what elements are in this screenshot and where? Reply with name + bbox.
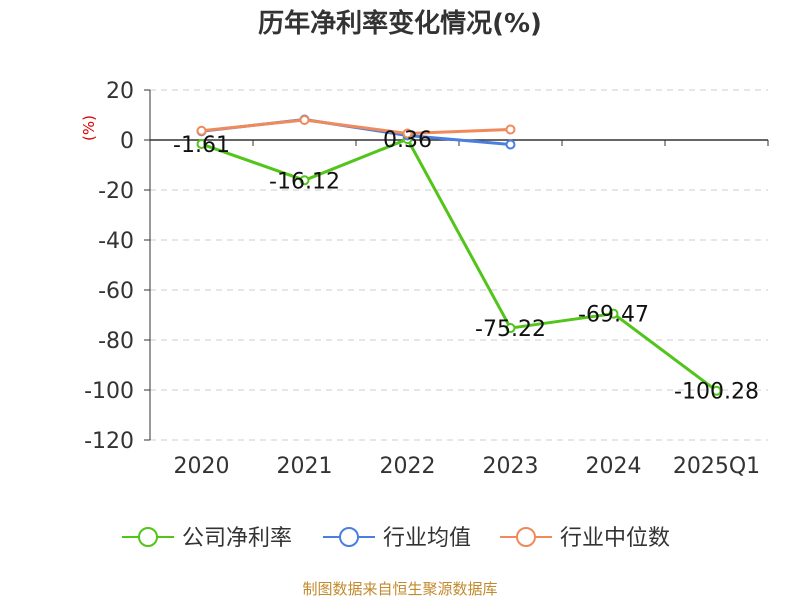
data-point	[608, 308, 619, 319]
series-group	[196, 114, 722, 396]
legend-item[interactable]: 行业均值	[323, 526, 471, 551]
x-tick-label: 2023	[483, 454, 539, 479]
data-label: -100.28	[674, 380, 759, 405]
series-industry-median	[196, 115, 516, 139]
y-tick-label: -120	[84, 429, 134, 454]
chart-title: 历年净利率变化情况(%)	[258, 8, 542, 39]
y-tick-label: 20	[106, 79, 134, 104]
data-label: -75.22	[475, 317, 546, 342]
series-line	[201, 137, 718, 392]
x-tick-label: 2022	[380, 454, 436, 479]
y-tick-label: -80	[98, 329, 134, 354]
legend-marker	[516, 527, 536, 547]
legend-label: 公司净利率	[182, 526, 292, 551]
data-label: 0.36	[383, 128, 432, 153]
legend-item[interactable]: 公司净利率	[122, 526, 292, 551]
data-point	[711, 385, 722, 396]
x-tick-label: 2025Q1	[673, 454, 760, 479]
data-labels: -1.61 -16.12 0.36 -75.22 -69.47 -100.28	[173, 128, 759, 405]
data-point	[505, 124, 516, 135]
data-point	[505, 323, 516, 334]
legend-item[interactable]: 行业中位数	[500, 526, 670, 551]
y-tick-label: -100	[84, 379, 134, 404]
y-tick-label: 0	[120, 129, 134, 154]
series-line	[201, 118, 511, 135]
x-tick-label: 2024	[586, 454, 642, 479]
data-label: -1.61	[173, 133, 230, 158]
data-point	[505, 139, 516, 150]
y-axis-unit-label: (%)	[80, 115, 98, 141]
data-point	[299, 175, 310, 186]
data-point	[299, 115, 310, 125]
x-tick-label: 2020	[174, 454, 230, 479]
tick-labels: 20 0 -20 -40 -60 -80 -100 -120 2020 2021 2022 2023 2…	[84, 79, 760, 479]
gridlines	[150, 89, 768, 441]
data-point	[196, 125, 207, 136]
legend-label: 行业中位数	[560, 526, 670, 551]
legend[interactable]: 公司净利率 行业均值 行业中位数	[122, 526, 670, 551]
data-label: -16.12	[269, 169, 340, 194]
data-source-note: 制图数据来自恒生聚源数据库	[302, 580, 497, 598]
legend-marker	[138, 527, 158, 547]
data-point	[196, 139, 207, 150]
data-label: -69.47	[578, 303, 649, 328]
y-tick-label: -40	[98, 229, 134, 254]
legend-label: 行业均值	[383, 526, 471, 551]
data-point	[402, 128, 413, 139]
x-tick-label: 2021	[277, 454, 333, 479]
y-tick-label: -60	[98, 279, 134, 304]
y-tick-label: -20	[98, 179, 134, 204]
legend-marker	[339, 527, 359, 547]
